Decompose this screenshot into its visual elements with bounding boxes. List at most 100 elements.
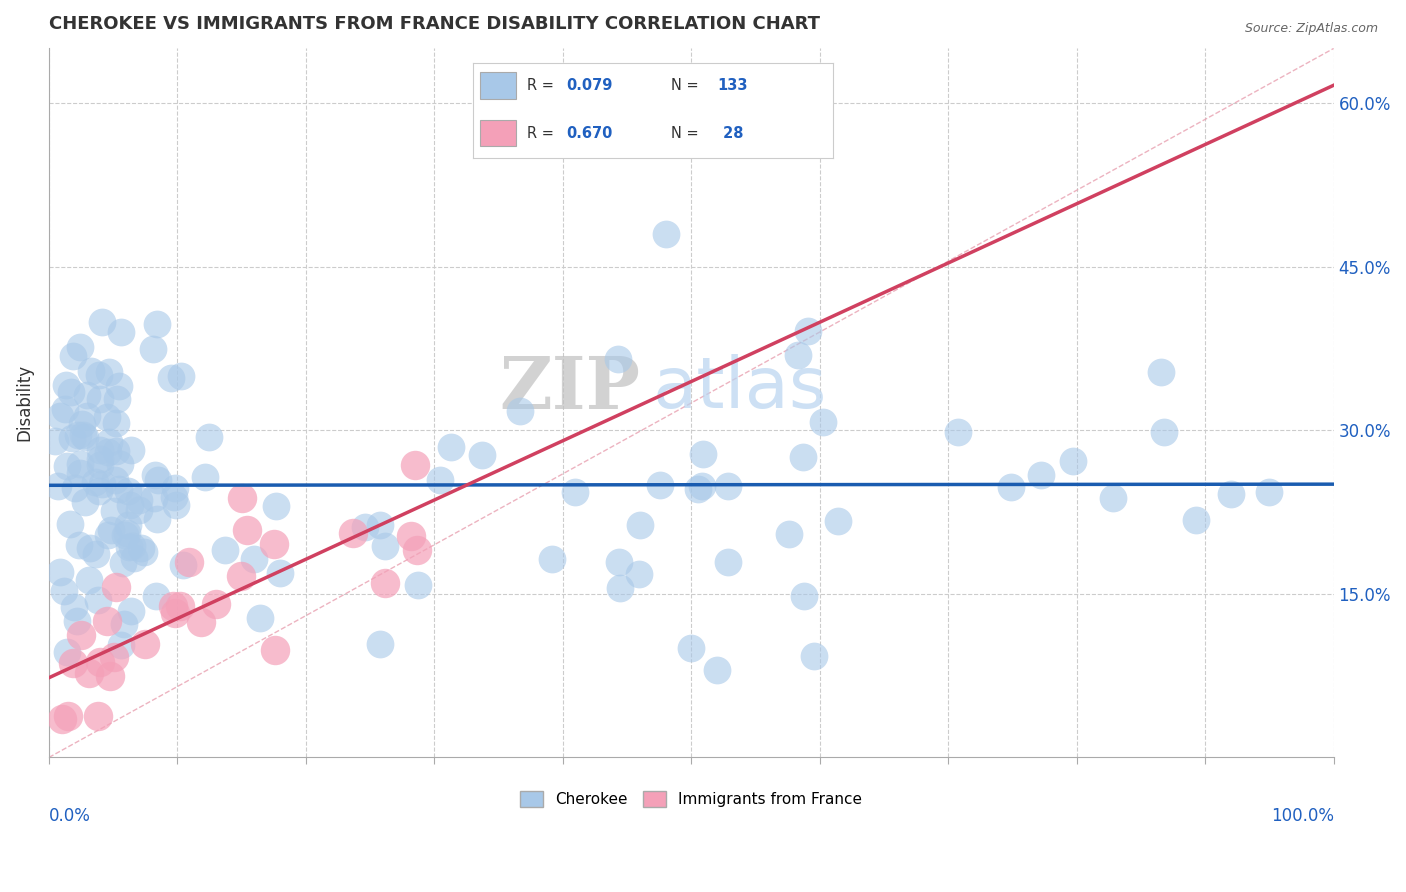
Point — [204, 597, 226, 611]
Point — [169, 368, 191, 383]
Point — [263, 537, 285, 551]
Point — [242, 552, 264, 566]
Point — [98, 669, 121, 683]
Point — [263, 642, 285, 657]
Point — [717, 479, 740, 493]
Point — [67, 428, 90, 442]
Point — [79, 541, 101, 556]
Point — [87, 593, 110, 607]
Legend: Cherokee, Immigrants from France: Cherokee, Immigrants from France — [515, 785, 869, 814]
Point — [87, 708, 110, 723]
Point — [103, 650, 125, 665]
Point — [354, 519, 377, 533]
Point — [194, 469, 217, 483]
Point — [107, 379, 129, 393]
Point — [690, 479, 713, 493]
Point — [146, 473, 169, 487]
Point — [143, 491, 166, 505]
Point — [786, 348, 808, 362]
Point — [70, 417, 93, 432]
Point — [98, 365, 121, 379]
Point — [104, 580, 127, 594]
Point — [89, 655, 111, 669]
Point — [128, 492, 150, 507]
Point — [63, 599, 86, 614]
Point — [59, 517, 82, 532]
Point — [1000, 479, 1022, 493]
Point — [97, 445, 120, 459]
Point — [110, 638, 132, 652]
Point — [46, 479, 69, 493]
Point — [827, 514, 849, 528]
Point — [198, 430, 221, 444]
Point — [160, 371, 183, 385]
Point — [404, 458, 426, 472]
Point — [145, 589, 167, 603]
Point — [49, 409, 72, 423]
Point — [686, 482, 709, 496]
Point — [89, 451, 111, 466]
Point — [90, 315, 112, 329]
Point — [105, 444, 128, 458]
Point — [692, 447, 714, 461]
Point — [77, 573, 100, 587]
Point — [98, 434, 121, 449]
Point — [406, 543, 429, 558]
Point — [118, 540, 141, 554]
Point — [793, 589, 815, 603]
Point — [111, 556, 134, 570]
Point — [163, 490, 186, 504]
Point — [97, 528, 120, 542]
Point — [190, 615, 212, 629]
Point — [706, 663, 728, 677]
Point — [105, 392, 128, 407]
Point — [110, 325, 132, 339]
Point — [1184, 512, 1206, 526]
Point — [163, 606, 186, 620]
Point — [55, 378, 77, 392]
Point — [368, 637, 391, 651]
Point — [117, 518, 139, 533]
Point — [264, 500, 287, 514]
Point — [1219, 487, 1241, 501]
Point — [778, 527, 800, 541]
Point — [172, 558, 194, 572]
Point — [87, 483, 110, 498]
Point — [792, 450, 814, 464]
Point — [44, 434, 66, 448]
Point — [69, 466, 91, 480]
Point — [72, 428, 94, 442]
Text: atlas: atlas — [652, 354, 827, 423]
Point — [249, 610, 271, 624]
Point — [122, 550, 145, 565]
Text: 0.0%: 0.0% — [49, 807, 91, 825]
Point — [56, 645, 79, 659]
Point — [104, 416, 127, 430]
Point — [609, 582, 631, 596]
Point — [165, 498, 187, 512]
Point — [91, 477, 114, 491]
Point — [87, 368, 110, 382]
Point — [69, 457, 91, 471]
Point — [52, 583, 75, 598]
Point — [471, 448, 494, 462]
Point — [231, 491, 253, 505]
Point — [103, 504, 125, 518]
Point — [803, 649, 825, 664]
Point — [63, 481, 86, 495]
Point — [648, 478, 671, 492]
Point — [62, 349, 84, 363]
Point — [120, 604, 142, 618]
Point — [96, 409, 118, 424]
Point — [108, 482, 131, 496]
Text: 100.0%: 100.0% — [1271, 807, 1334, 825]
Point — [121, 539, 143, 553]
Point — [117, 483, 139, 498]
Point — [76, 409, 98, 424]
Point — [813, 416, 835, 430]
Point — [509, 404, 531, 418]
Point — [177, 555, 200, 569]
Point — [541, 552, 564, 566]
Point — [76, 388, 98, 402]
Point — [60, 430, 83, 444]
